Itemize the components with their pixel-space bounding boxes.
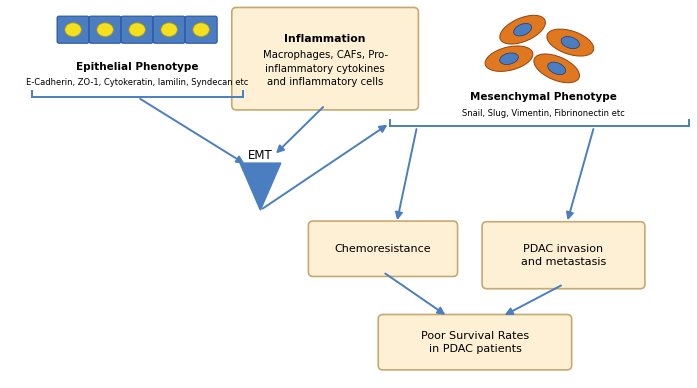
Ellipse shape [514,23,532,36]
Ellipse shape [161,23,177,36]
Text: Epithelial Phenotype: Epithelial Phenotype [76,62,199,72]
Ellipse shape [547,29,594,56]
FancyBboxPatch shape [185,16,217,43]
Text: Poor Survival Rates
in PDAC patients: Poor Survival Rates in PDAC patients [421,331,529,354]
Ellipse shape [500,15,546,44]
Ellipse shape [548,62,566,74]
Text: Chemoresistance: Chemoresistance [335,244,431,254]
FancyBboxPatch shape [121,16,153,43]
FancyBboxPatch shape [232,7,418,110]
Text: Snail, Slug, Vimentin, Fibrinonectin etc: Snail, Slug, Vimentin, Fibrinonectin etc [461,109,625,118]
Text: E-Cadherin, ZO-1, Cytokeratin, lamilin, Syndecan etc: E-Cadherin, ZO-1, Cytokeratin, lamilin, … [26,78,248,87]
Text: EMT: EMT [248,149,273,162]
Text: PDAC invasion
and metastasis: PDAC invasion and metastasis [521,244,606,267]
Ellipse shape [193,23,209,36]
FancyBboxPatch shape [153,16,185,43]
FancyBboxPatch shape [89,16,121,43]
FancyBboxPatch shape [308,221,457,277]
FancyBboxPatch shape [378,315,572,370]
Text: Inflammation: Inflammation [284,34,366,44]
Text: Mesenchymal Phenotype: Mesenchymal Phenotype [470,92,616,102]
Ellipse shape [561,36,579,48]
Ellipse shape [65,23,82,36]
Ellipse shape [534,54,579,83]
Ellipse shape [97,23,114,36]
FancyBboxPatch shape [57,16,89,43]
Polygon shape [240,163,281,210]
Ellipse shape [129,23,145,36]
Ellipse shape [485,46,533,71]
Text: Macrophages, CAFs, Pro-
inflammatory cytokines
and inflammatory cells: Macrophages, CAFs, Pro- inflammatory cyt… [263,50,388,87]
Ellipse shape [500,53,519,64]
FancyBboxPatch shape [482,222,645,289]
